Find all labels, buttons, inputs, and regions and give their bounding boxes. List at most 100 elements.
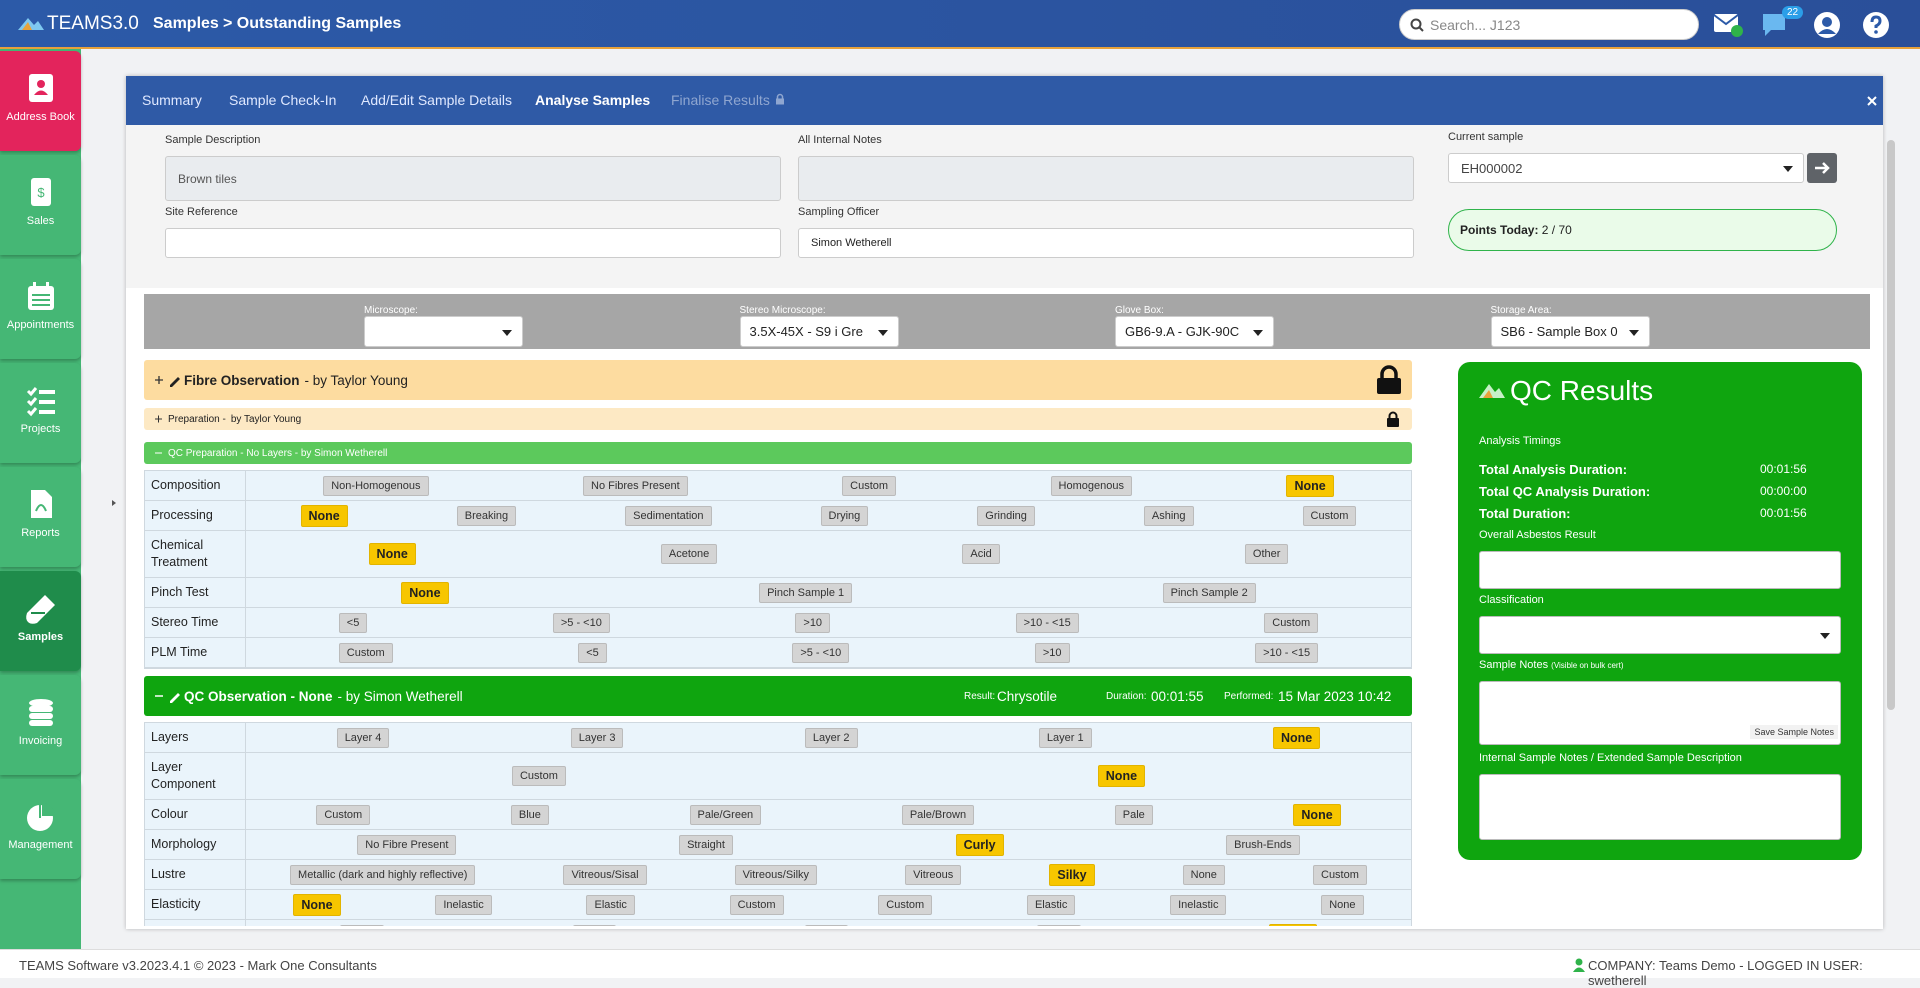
option-button[interactable]: Pale (1114, 804, 1153, 825)
option-button[interactable]: Straight (679, 834, 733, 855)
save-notes-button[interactable]: Save Sample Notes (1750, 725, 1838, 739)
current-sample-select[interactable]: EH000002 (1448, 153, 1804, 183)
tab[interactable]: Analyse Samples (535, 92, 650, 108)
option-button[interactable]: Custom (511, 766, 566, 786)
chat-icon[interactable] (1762, 12, 1790, 38)
close-button[interactable] (1867, 96, 1877, 106)
option-button[interactable]: >5 - <10 (552, 612, 610, 633)
go-button[interactable] (1807, 153, 1837, 183)
equipment-select[interactable] (364, 316, 523, 347)
qc-observation-header[interactable]: QC Observation - None - by Simon Wetherel… (144, 676, 1412, 716)
option-button[interactable]: Custom (1313, 864, 1367, 885)
collapse-arrow[interactable] (110, 498, 118, 508)
option-button[interactable]: None (1273, 726, 1321, 749)
sample-description[interactable]: Brown tiles (165, 156, 781, 201)
option-button[interactable]: Layer 2 (804, 727, 858, 748)
option-button[interactable]: >10 - <15 (1255, 642, 1319, 663)
option-button[interactable]: Inelastic (1170, 894, 1227, 915)
option-button[interactable]: No Fibres Present (583, 475, 688, 496)
sample-notes[interactable]: Save Sample Notes (1479, 681, 1841, 745)
user-icon[interactable] (1813, 11, 1841, 39)
option-button[interactable]: Custom (1264, 612, 1319, 633)
option-button[interactable]: Other (1244, 544, 1289, 564)
option-button[interactable]: Brush-Ends (1226, 834, 1300, 855)
classification-select[interactable] (1479, 616, 1841, 654)
option-button[interactable]: Acetone (660, 544, 718, 564)
mail-icon[interactable] (1713, 12, 1743, 38)
option-button[interactable]: None (1097, 765, 1146, 787)
option-button[interactable]: >10 (1034, 642, 1070, 663)
scrollbar[interactable] (1887, 140, 1895, 710)
overall-result-input[interactable] (1479, 551, 1841, 589)
option-button[interactable]: Vitreous/Sisal (563, 864, 647, 885)
breadcrumb-section[interactable]: Samples (153, 15, 219, 32)
internal-notes[interactable] (798, 156, 1414, 201)
option-button[interactable]: Homogenous (1050, 475, 1132, 496)
site-reference[interactable] (165, 228, 781, 258)
option-button[interactable]: Curly (955, 833, 1004, 856)
option-button[interactable]: No Fibre Present (357, 834, 457, 855)
nav-item[interactable]: Appointments (0, 259, 81, 359)
option-button[interactable]: Sedimentation (625, 505, 712, 526)
option-button[interactable]: Pinch Sample 2 (1162, 582, 1256, 603)
option-button[interactable]: Custom (878, 894, 933, 915)
option-button[interactable]: Silky (1049, 863, 1095, 886)
option-button[interactable]: 1.550 (1269, 923, 1317, 926)
option-button[interactable]: Blue (510, 804, 549, 825)
tab[interactable]: Sample Check-In (229, 92, 336, 108)
option-button[interactable]: None (293, 893, 341, 916)
tab[interactable]: Add/Edit Sample Details (361, 92, 512, 108)
option-button[interactable]: Acid (962, 544, 1000, 564)
equipment-select[interactable]: SB6 - Sample Box 0 (1490, 316, 1650, 347)
option-button[interactable]: Non-Homogenous (323, 475, 429, 496)
option-button[interactable]: <5 (338, 612, 368, 633)
tab[interactable]: Summary (142, 92, 202, 108)
option-button[interactable]: Custom (1302, 505, 1357, 526)
option-button[interactable]: Layer 4 (336, 727, 390, 748)
equipment-select[interactable]: 3.5X-45X - S9 i Gre (739, 316, 899, 347)
option-button[interactable]: 1.670 (1037, 924, 1081, 926)
option-button[interactable]: Layer 1 (1038, 727, 1092, 748)
option-button[interactable]: None (1286, 474, 1334, 497)
option-button[interactable]: 1.640 (572, 924, 617, 926)
qc-preparation-header[interactable]: QC Preparation - No Layers - by Simon We… (144, 442, 1412, 464)
option-button[interactable]: Metallic (dark and highly reflective) (290, 864, 476, 885)
option-button[interactable]: Layer 3 (570, 727, 624, 748)
option-button[interactable]: 1.700 (340, 924, 384, 926)
option-button[interactable]: 1.605 (804, 924, 849, 926)
option-button[interactable]: >10 - <15 (1015, 612, 1079, 633)
option-button[interactable]: Custom (316, 804, 371, 825)
option-button[interactable]: Inelastic (435, 894, 492, 915)
option-button[interactable]: None (300, 504, 348, 527)
option-button[interactable]: None (401, 581, 449, 604)
option-button[interactable]: None (368, 543, 416, 565)
option-button[interactable]: Elastic (1026, 894, 1076, 915)
option-button[interactable]: Vitreous/Silky (734, 864, 818, 885)
option-button[interactable]: >10 (795, 612, 831, 633)
option-button[interactable]: None (1182, 864, 1225, 885)
option-button[interactable]: Custom (338, 642, 393, 663)
option-button[interactable]: <5 (578, 642, 607, 663)
search-box[interactable]: Search... J123 (1399, 9, 1699, 40)
option-button[interactable]: Grinding (977, 505, 1035, 526)
option-button[interactable]: Breaking (456, 505, 517, 526)
nav-item[interactable]: $ Sales (0, 155, 81, 255)
nav-item[interactable]: Samples (0, 571, 81, 671)
nav-item[interactable]: Address Book (0, 51, 81, 151)
option-button[interactable]: Pale/Green (689, 804, 762, 825)
fibre-observation-header[interactable]: Fibre Observation - by Taylor Young (144, 360, 1412, 400)
sampling-officer[interactable]: Simon Wetherell (798, 228, 1414, 258)
logo[interactable]: TEAMS3.0 (47, 13, 139, 34)
help-icon[interactable] (1862, 11, 1890, 39)
option-button[interactable]: None (1293, 803, 1341, 826)
option-button[interactable]: Pinch Sample 1 (759, 582, 853, 603)
option-button[interactable]: Pale/Brown (901, 804, 975, 825)
nav-item[interactable]: Management (0, 779, 81, 879)
option-button[interactable]: Custom (729, 894, 784, 915)
option-button[interactable]: Vitreous (905, 864, 962, 885)
equipment-select[interactable]: GB6-9.A - GJK-90C (1115, 316, 1274, 347)
preparation-header[interactable]: Preparation - by Taylor Young (144, 408, 1412, 430)
nav-item[interactable]: Projects (0, 363, 81, 463)
nav-item[interactable]: Invoicing (0, 675, 81, 775)
option-button[interactable]: Custom (842, 475, 897, 496)
